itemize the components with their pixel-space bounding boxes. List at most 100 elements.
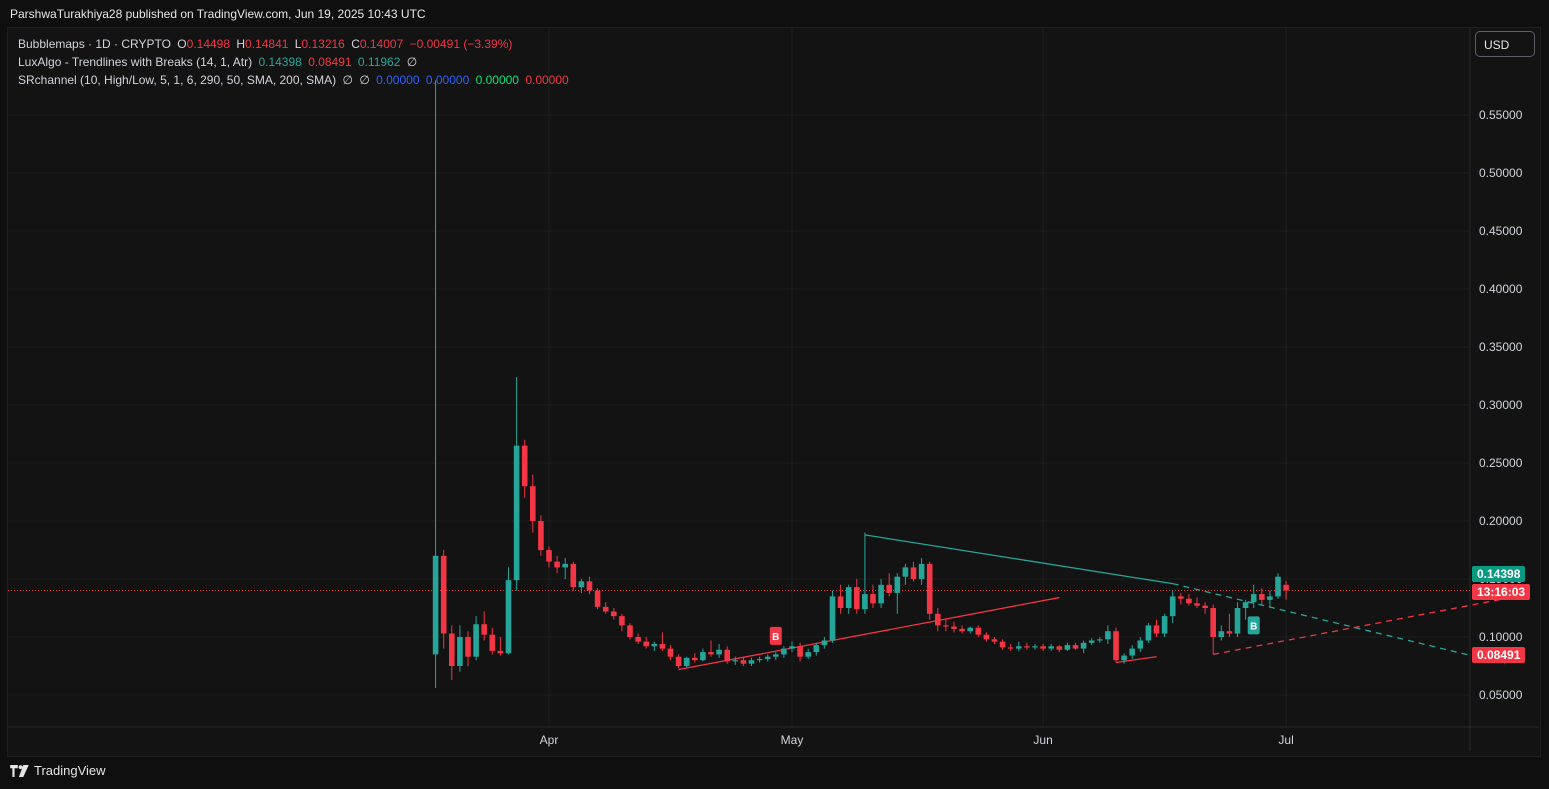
candle-body	[692, 657, 698, 661]
candle-body	[643, 641, 649, 647]
x-axis-tick-label: Apr	[540, 733, 559, 747]
tradingview-brand[interactable]: TradingView	[10, 763, 106, 778]
legend-indicator2-row[interactable]: SRchannel (10, High/Low, 5, 1, 6, 290, 5…	[18, 71, 572, 89]
candle-body	[635, 637, 641, 642]
y-axis-tick-label: 0.50000	[1479, 166, 1523, 180]
indicator2-name: SRchannel (10, High/Low, 5, 1, 6, 290, 5…	[18, 73, 337, 87]
y-axis-tick-label: 0.20000	[1479, 514, 1523, 528]
candle-body	[1242, 602, 1249, 608]
brand-name: TradingView	[34, 763, 106, 778]
candle-body	[440, 555, 447, 634]
candle-body	[675, 656, 682, 666]
candle-body	[724, 649, 730, 662]
candle-body	[530, 486, 536, 521]
candle-body	[432, 555, 439, 655]
open-label: O	[177, 37, 187, 51]
candle-body	[667, 648, 674, 657]
candle-body	[1016, 646, 1022, 649]
signal-marker	[1247, 616, 1260, 635]
candle-body	[513, 445, 520, 581]
candle-body	[902, 567, 909, 577]
candle-body	[449, 633, 455, 666]
candle-body	[473, 624, 479, 657]
signal-label: B	[1250, 621, 1257, 632]
y-axis-tick-label: 0.25000	[1479, 456, 1523, 470]
candle-body	[845, 587, 852, 608]
candle-body	[1145, 625, 1152, 641]
candle-body	[878, 584, 884, 604]
candle-body	[700, 652, 706, 661]
candle-body	[1024, 646, 1030, 648]
indicator2-value-2: ∅	[359, 73, 370, 87]
indicator2-value-3: 0.00000	[376, 73, 420, 87]
trendline-lower-ext	[1213, 598, 1505, 656]
y-axis-tick-label: 0.40000	[1479, 282, 1523, 296]
lower-trendline-price-badge: 0.08491	[1472, 647, 1526, 663]
candle-body	[578, 581, 585, 588]
candle-body	[781, 648, 787, 655]
candle-body	[862, 594, 868, 610]
indicator1-value-4: ∅	[406, 55, 418, 69]
signal-marker	[769, 626, 782, 645]
indicator2-value-6: 0.00000	[525, 73, 569, 87]
close-label: C	[351, 37, 360, 51]
y-axis-tick-label: 0.10000	[1479, 630, 1523, 644]
upper-trendline-price-badge: 0.14398	[1472, 566, 1526, 582]
symbol-name: Bubblemaps · 1D · CRYPTO	[18, 37, 171, 51]
candle-body	[611, 611, 617, 617]
candle-body	[1137, 640, 1144, 649]
candle-body	[481, 624, 487, 635]
candle-body	[1234, 608, 1241, 634]
candle-body	[619, 616, 625, 626]
low-label: L	[294, 37, 302, 51]
candle-body	[570, 563, 577, 588]
candle-body	[1267, 596, 1273, 600]
candle-body	[894, 576, 901, 593]
x-axis-tick-label: Jun	[1033, 733, 1052, 747]
candle-body	[756, 659, 763, 661]
candle-body	[594, 590, 601, 607]
legend-symbol-row[interactable]: Bubblemaps · 1D · CRYPTO O0.14498 H0.148…	[18, 35, 572, 53]
candle-body	[465, 637, 471, 657]
candle-body	[854, 587, 860, 610]
candle-body	[910, 567, 917, 579]
trendline-upper	[864, 534, 1173, 585]
low-value: 0.13216	[301, 37, 345, 51]
candle-body	[1048, 646, 1054, 649]
currency-button[interactable]: USD	[1475, 31, 1535, 57]
candle-body	[1072, 645, 1079, 649]
candle-body	[797, 646, 803, 657]
candle-body	[740, 660, 747, 664]
candle-body	[586, 581, 593, 591]
candle-body	[1169, 596, 1176, 617]
candle-body	[935, 613, 941, 626]
candle-body	[1105, 631, 1111, 640]
indicator1-name: LuxAlgo - Trendlines with Breaks (14, 1,…	[18, 55, 253, 69]
legend-indicator1-row[interactable]: LuxAlgo - Trendlines with Breaks (14, 1,…	[18, 53, 572, 71]
candle-body	[732, 660, 739, 662]
candle-body	[789, 646, 795, 649]
x-axis-tick-label: Jul	[1278, 733, 1293, 747]
candle-body	[943, 625, 949, 627]
candle-body	[1275, 576, 1281, 597]
candle-body	[773, 654, 779, 657]
candle-body	[497, 650, 504, 654]
candle-body	[716, 649, 722, 655]
x-axis-tick-label: May	[781, 733, 804, 747]
candle-body	[870, 594, 876, 604]
candle-body	[562, 563, 568, 568]
signal-label: B	[772, 632, 779, 643]
candle-body	[999, 641, 1006, 648]
trendline-lower2	[1115, 656, 1157, 664]
candle-body	[959, 628, 965, 632]
candle-body	[1064, 645, 1071, 650]
candle-body	[813, 645, 820, 653]
candle-body	[651, 643, 658, 647]
candle-body	[1153, 625, 1160, 634]
candle-body	[1226, 631, 1233, 634]
candle-body	[1032, 646, 1038, 648]
high-label: H	[236, 37, 246, 51]
indicator1-value-3: 0.11962	[357, 55, 401, 69]
candle-body	[1088, 640, 1095, 643]
